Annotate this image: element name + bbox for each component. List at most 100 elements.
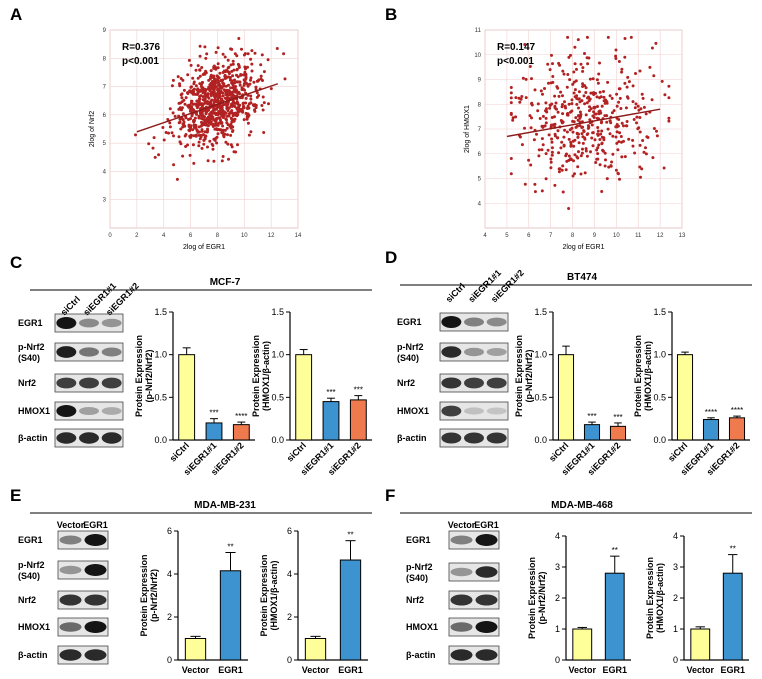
title-mdamb231: MDA-MB-231 xyxy=(194,500,256,511)
data-point xyxy=(558,167,562,171)
data-point xyxy=(223,128,227,132)
data-point xyxy=(209,69,213,73)
blot-band xyxy=(464,432,484,444)
data-point xyxy=(578,124,582,128)
data-point xyxy=(596,152,600,156)
data-point xyxy=(209,117,213,120)
data-point xyxy=(230,69,234,73)
data-point xyxy=(576,38,580,42)
data-point xyxy=(550,146,554,150)
blot-band xyxy=(475,649,498,661)
y-axis-label: Protein Expression xyxy=(645,557,655,639)
scatter-panels: 0 2 4 6 8 10 12 14 3 4 5 6 7 8 9 R=0.376 p<0.001 2log of … xyxy=(89,28,686,251)
data-point xyxy=(222,135,226,139)
data-point xyxy=(622,124,625,128)
data-point xyxy=(600,142,604,146)
data-point xyxy=(275,47,279,50)
y-tick-label: 0.5 xyxy=(154,392,167,402)
data-point xyxy=(221,124,225,128)
data-point xyxy=(585,133,589,136)
bar xyxy=(557,354,575,441)
bar-chart-d2: 0.00.51.01.5siCtrl****siEGR1#1****siEGR1… xyxy=(633,307,750,477)
data-point xyxy=(218,117,222,120)
data-point xyxy=(241,73,245,77)
data-point xyxy=(195,106,199,110)
data-point xyxy=(187,128,191,132)
row-label-hmox1: HMOX1 xyxy=(18,622,50,632)
data-point xyxy=(614,48,618,52)
blot-band xyxy=(101,318,122,328)
data-point xyxy=(617,87,621,91)
x-axis-label: 2log of EGR1 xyxy=(562,244,604,251)
significance-label: *** xyxy=(209,409,218,418)
data-point xyxy=(214,78,217,82)
y-axis-label-sub: (p-Nrf2/Nrf2) xyxy=(524,349,534,402)
data-point xyxy=(575,102,579,106)
data-point xyxy=(641,96,645,100)
data-point xyxy=(622,139,625,143)
data-point xyxy=(644,152,648,156)
data-point xyxy=(220,121,224,125)
data-point xyxy=(625,120,629,123)
row-label-nrf2: Nrf2 xyxy=(18,595,36,605)
data-point xyxy=(198,54,202,58)
data-point xyxy=(632,118,636,121)
data-point xyxy=(583,52,586,55)
data-point xyxy=(562,72,566,76)
data-point xyxy=(226,123,230,127)
row-label-egr1: EGR1 xyxy=(18,318,43,328)
data-point xyxy=(636,104,640,108)
data-point xyxy=(615,141,619,145)
x-tick-label: 10 xyxy=(613,233,620,239)
data-point xyxy=(221,52,225,56)
data-point xyxy=(549,157,553,161)
data-point xyxy=(176,75,180,79)
data-point xyxy=(215,141,219,145)
data-point xyxy=(246,52,250,56)
x-tick-label: siCtrl xyxy=(168,440,191,463)
data-point xyxy=(540,148,544,152)
blot-band xyxy=(84,621,107,633)
data-point xyxy=(575,132,579,136)
data-point xyxy=(209,75,213,79)
blot-band xyxy=(84,534,107,546)
data-point xyxy=(225,97,229,101)
data-point xyxy=(610,96,614,100)
data-point xyxy=(187,58,191,62)
data-point xyxy=(655,134,659,138)
blot-band xyxy=(101,432,122,444)
y-tick-label: 6 xyxy=(287,526,292,536)
data-point xyxy=(597,143,601,147)
data-point xyxy=(601,149,605,153)
data-point xyxy=(259,74,263,78)
y-tick-label: 11 xyxy=(475,28,482,34)
data-point xyxy=(648,65,652,69)
y-tick-label: 3 xyxy=(673,562,678,572)
data-point xyxy=(627,80,631,84)
data-point xyxy=(134,133,137,137)
data-point xyxy=(624,106,628,110)
data-point xyxy=(589,150,592,154)
data-point xyxy=(218,94,222,98)
data-point xyxy=(205,130,209,134)
data-point xyxy=(247,102,251,106)
data-point xyxy=(200,129,204,133)
data-point xyxy=(224,140,228,144)
data-point xyxy=(556,110,560,114)
data-point xyxy=(216,132,220,136)
data-point xyxy=(609,121,613,125)
data-point xyxy=(231,119,234,123)
data-point xyxy=(561,190,565,194)
data-point xyxy=(567,137,571,141)
data-point xyxy=(252,80,256,84)
data-point xyxy=(511,118,515,122)
data-point xyxy=(569,140,573,144)
y-tick-label: 1.0 xyxy=(154,350,167,360)
data-point xyxy=(180,96,184,100)
y-tick-label: 9 xyxy=(103,28,107,34)
data-point xyxy=(573,138,577,142)
data-point xyxy=(620,67,624,71)
bar xyxy=(583,424,601,441)
data-point xyxy=(619,107,623,110)
data-point xyxy=(532,138,536,142)
